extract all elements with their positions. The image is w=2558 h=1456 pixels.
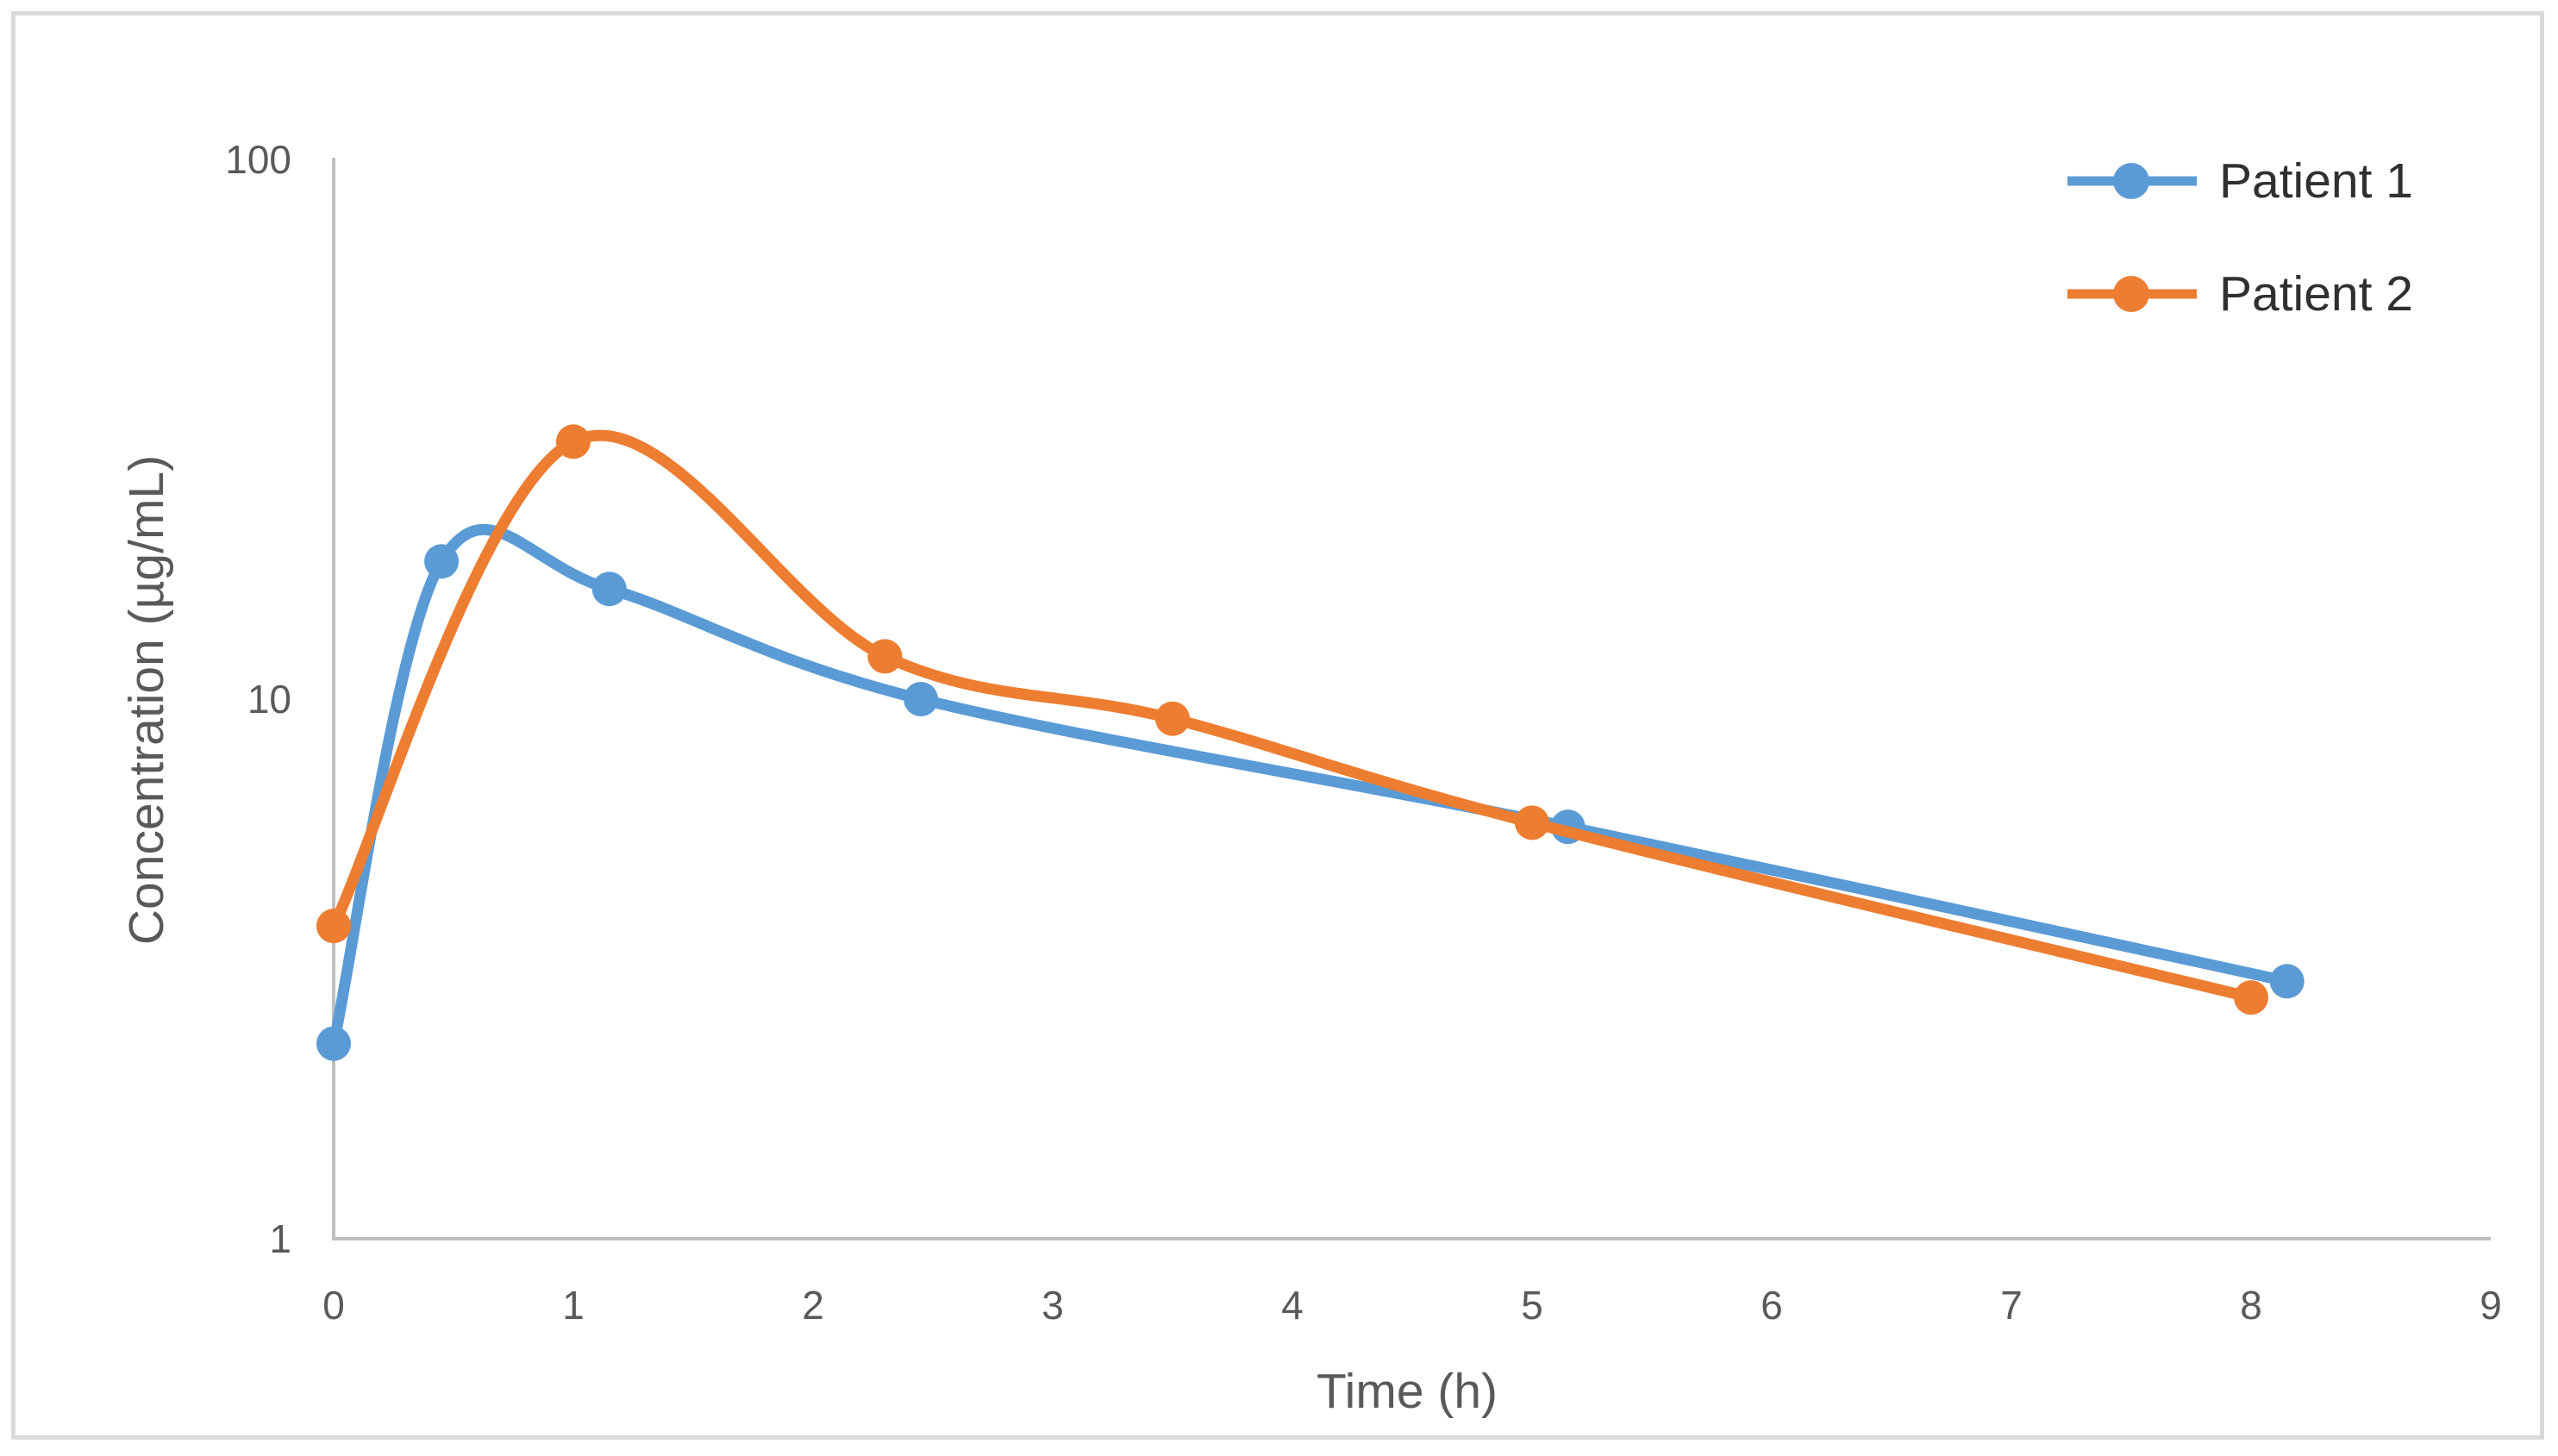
x-tick-label-4: 4 bbox=[1281, 1283, 1304, 1328]
data-point-patient-1-2 bbox=[591, 572, 627, 607]
legend-label-patient-1: Patient 1 bbox=[2219, 153, 2413, 209]
x-tick-label-8: 8 bbox=[2240, 1283, 2262, 1328]
patient-1-legend-marker-icon bbox=[2113, 163, 2149, 199]
y-axis-title: Concentration (µg/mL) bbox=[119, 454, 174, 946]
y-tick-label-10: 10 bbox=[247, 677, 291, 722]
data-point-patient-1-1 bbox=[424, 544, 460, 579]
data-point-patient-1-5 bbox=[2269, 964, 2305, 999]
patient-1-line-marker-swatch bbox=[2067, 163, 2197, 199]
data-point-patient-2-3 bbox=[1155, 701, 1190, 736]
patient-2-line-marker-swatch bbox=[2067, 276, 2197, 312]
x-tick-label-2: 2 bbox=[802, 1283, 824, 1328]
x-tick-label-9: 9 bbox=[2480, 1283, 2502, 1328]
x-tick-label-5: 5 bbox=[1521, 1283, 1543, 1328]
data-point-patient-1-0 bbox=[316, 1026, 351, 1061]
data-point-patient-2-1 bbox=[556, 424, 591, 459]
x-tick-label-0: 0 bbox=[322, 1283, 345, 1328]
data-point-patient-2-2 bbox=[867, 639, 903, 674]
y-tick-label-1: 1 bbox=[269, 1216, 291, 1261]
series-line-patient-1 bbox=[328, 524, 2293, 1050]
data-point-patient-2-4 bbox=[1515, 805, 1549, 840]
patient-2-legend-marker-icon bbox=[2113, 276, 2149, 312]
data-point-patient-1-3 bbox=[904, 682, 939, 716]
x-tick-label-7: 7 bbox=[2000, 1283, 2023, 1328]
x-tick-label-1: 1 bbox=[562, 1283, 585, 1328]
legend-entry-patient-2: Patient 2 bbox=[2066, 259, 2413, 328]
legend-entry-patient-1: Patient 1 bbox=[2066, 147, 2413, 216]
x-tick-label-3: 3 bbox=[1041, 1283, 1064, 1328]
data-point-patient-2-5 bbox=[2234, 980, 2268, 1015]
data-point-patient-2-0 bbox=[316, 909, 351, 944]
series-line-patient-2 bbox=[328, 429, 2257, 1003]
legend-label-patient-2: Patient 2 bbox=[2219, 266, 2413, 322]
y-tick-label-100: 100 bbox=[225, 137, 291, 182]
x-axis-title: Time (h) bbox=[1316, 1364, 1498, 1419]
x-tick-label-6: 6 bbox=[1761, 1283, 1783, 1328]
